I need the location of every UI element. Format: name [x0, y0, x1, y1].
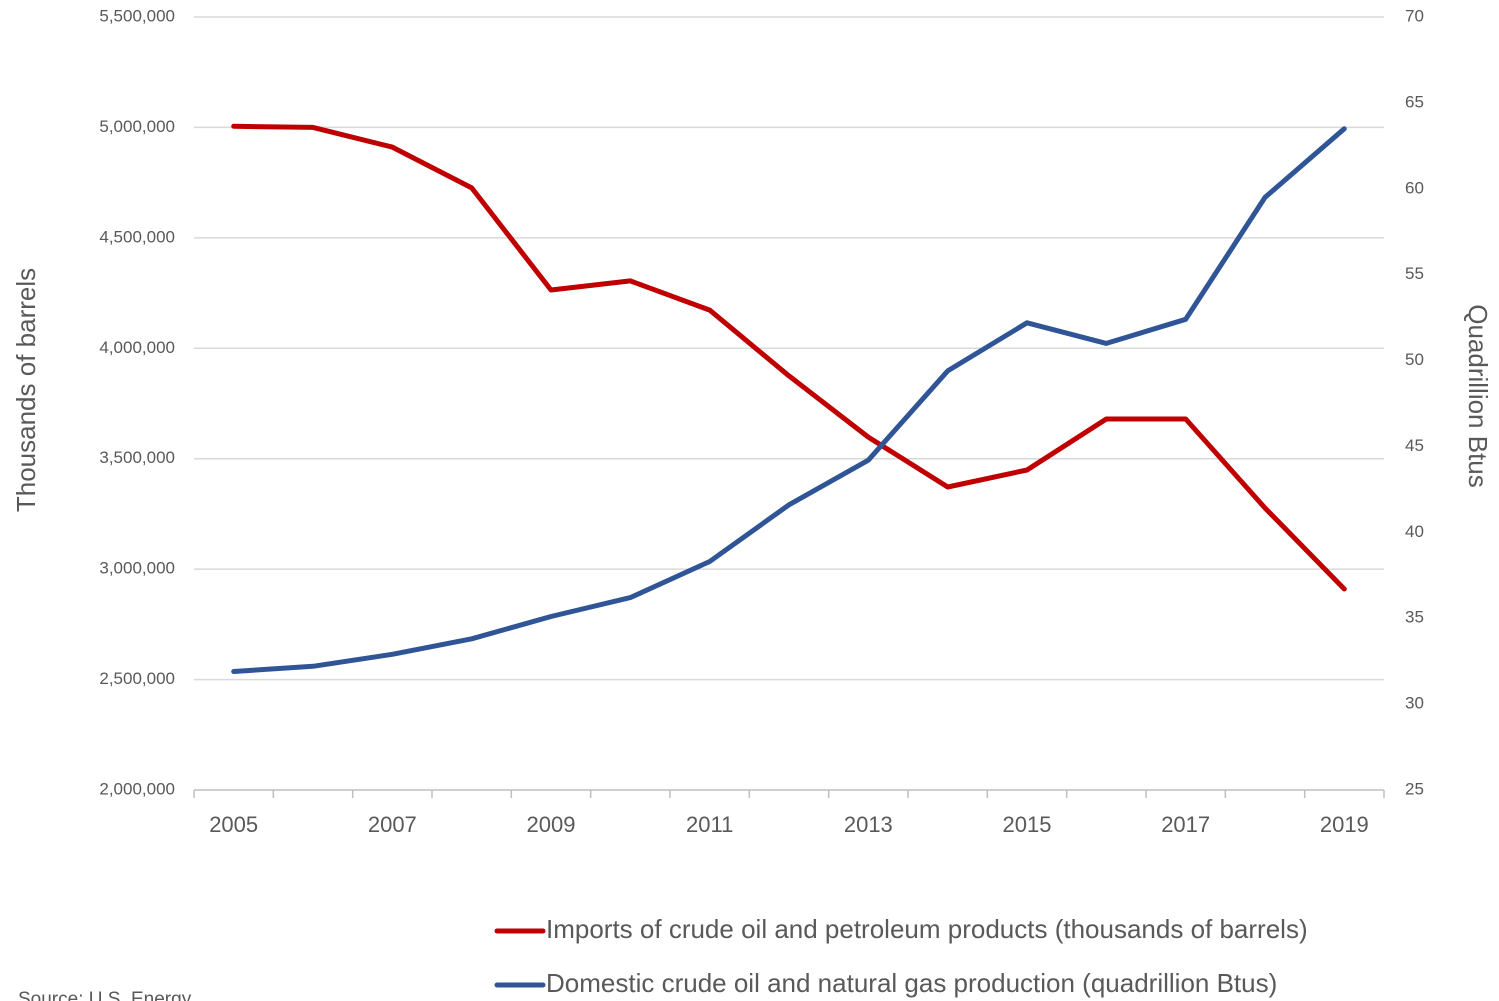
- y2-tick-label: 40: [1405, 522, 1424, 541]
- y-tick-label: 2,500,000: [99, 669, 175, 688]
- y2-tick-label: 55: [1405, 264, 1424, 283]
- x-tick-label: 2017: [1161, 812, 1210, 837]
- x-tick-label: 2019: [1320, 812, 1369, 837]
- y2-tick-label: 65: [1405, 92, 1424, 111]
- x-tick-label: 2009: [527, 812, 576, 837]
- y2-tick-label: 45: [1405, 436, 1424, 455]
- x-tick-label: 2015: [1003, 812, 1052, 837]
- y-tick-label: 5,000,000: [99, 117, 175, 136]
- data-line: [231, 123, 1347, 592]
- data-line: [231, 126, 1347, 674]
- x-tick-label: 2011: [686, 812, 733, 837]
- y2-tick-label: 30: [1405, 694, 1424, 713]
- y-axis-title: Thousands of barrels: [11, 268, 41, 512]
- y2-tick-label: 25: [1405, 779, 1424, 798]
- y-tick-label: 2,000,000: [99, 779, 175, 798]
- y2-tick-label: 60: [1405, 178, 1424, 197]
- y-tick-label: 3,000,000: [99, 559, 175, 578]
- y-tick-label: 4,500,000: [99, 227, 175, 246]
- legend-label: Imports of crude oil and petroleum produ…: [546, 914, 1308, 944]
- x-tick-label: 2013: [844, 812, 893, 837]
- x-tick-label: 2005: [209, 812, 258, 837]
- source-note: Source: U.S. Energy: [18, 989, 192, 1001]
- legend-label: Domestic crude oil and natural gas produ…: [546, 968, 1277, 998]
- y-tick-label: 5,500,000: [99, 6, 175, 25]
- y-tick-label: 3,500,000: [99, 448, 175, 467]
- x-tick-label: 2007: [368, 812, 417, 837]
- y2-tick-label: 35: [1405, 608, 1424, 627]
- y2-tick-label: 70: [1405, 6, 1424, 25]
- y-tick-label: 4,000,000: [99, 338, 175, 357]
- y2-axis-title: Quadrillion Btus: [1463, 304, 1493, 488]
- y2-tick-label: 50: [1405, 350, 1424, 369]
